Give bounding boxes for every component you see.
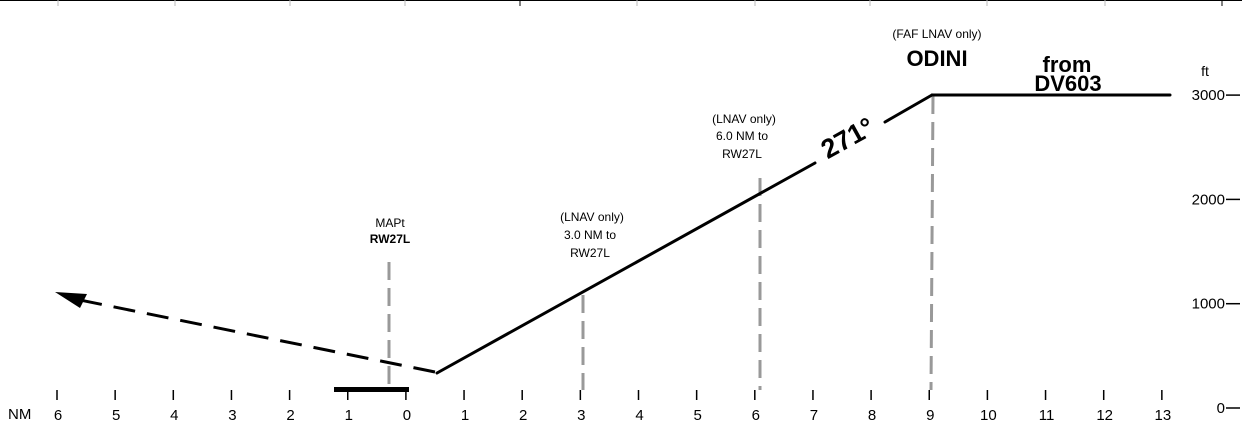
altitude-tick-label: 0 [1217, 400, 1225, 417]
distance-tick-label: 2 [286, 407, 294, 423]
altitude-tick-labels: 0 1000 2000 3000 [1192, 87, 1225, 417]
top-border [0, 0, 1242, 6]
distance-tick-label: 6 [752, 407, 760, 423]
missed-approach-path [55, 292, 436, 374]
distance-tick-label: 5 [693, 407, 701, 423]
faf-marker-line [929, 95, 935, 391]
altitude-tick-label: 2000 [1192, 191, 1225, 208]
altitude-tick-label: 3000 [1192, 87, 1225, 104]
initial-fix-name: DV603 [1034, 71, 1101, 96]
mapt-label: MAPt RW27L [370, 216, 410, 246]
mapt-label-line1: MAPt [375, 216, 405, 230]
step3-label: (LNAV only) 3.0 NM to RW27L [560, 210, 624, 260]
faf-fix-name: ODINI [906, 46, 967, 71]
distance-tick-label: 2 [519, 407, 527, 423]
altitude-tick-marks [1226, 94, 1240, 409]
course-label: 271° [816, 111, 879, 164]
step6-label-line3: RW27L [722, 147, 762, 161]
distance-tick-label: 10 [980, 407, 997, 423]
distance-tick-label: 9 [926, 407, 934, 423]
distance-tick-label: 8 [868, 407, 876, 423]
distance-tick-marks [56, 390, 1163, 400]
mapt-label-line2: RW27L [370, 232, 410, 246]
distance-tick-label: 1 [345, 407, 353, 423]
step3-label-line3: RW27L [570, 246, 610, 260]
distance-tick-label: 1 [461, 407, 469, 423]
altitude-axis: ft 0 1000 2000 3000 [1192, 63, 1240, 417]
altitude-unit-label: ft [1201, 63, 1209, 79]
distance-tick-label: 6 [54, 407, 62, 423]
step6-label: (LNAV only) 6.0 NM to RW27L [712, 112, 776, 161]
distance-tick-label: 4 [635, 407, 643, 423]
altitude-tick-label: 1000 [1192, 296, 1225, 313]
distance-tick-label: 7 [810, 407, 818, 423]
faf-qualifier: (FAF LNAV only) [892, 27, 981, 41]
distance-tick-label: 3 [228, 407, 236, 423]
distance-tick-label: 13 [1155, 407, 1172, 423]
initial-fix-label: from DV603 [1034, 52, 1101, 96]
distance-tick-labels: 6 5 4 3 2 1 0 1 2 3 4 5 6 7 8 9 10 11 12 13 [54, 407, 1171, 423]
faf-label: (FAF LNAV only) ODINI [892, 27, 981, 71]
runway-bar [334, 387, 409, 392]
descent-path [435, 93, 1172, 375]
step3-label-line1: (LNAV only) [560, 210, 624, 224]
distance-tick-label: 4 [170, 407, 178, 423]
distance-unit-label: NM [8, 406, 31, 423]
fix-marker-lines [387, 95, 935, 391]
distance-tick-label: 12 [1096, 407, 1113, 423]
distance-tick-label: 5 [112, 407, 120, 423]
missed-approach-arrowhead [55, 292, 87, 308]
distance-tick-label: 11 [1039, 407, 1055, 423]
initial-fix-from: from [1043, 52, 1092, 77]
step6-label-line2: 6.0 NM to [716, 129, 768, 143]
step3-label-line2: 3.0 NM to [564, 228, 616, 242]
distance-tick-label: 3 [577, 407, 585, 423]
distance-tick-label: 0 [403, 407, 411, 423]
distance-axis: NM 6 5 4 3 2 1 0 1 2 3 4 5 6 7 8 9 10 11 12 13 [8, 390, 1171, 423]
step6-label-line1: (LNAV only) [712, 112, 776, 126]
